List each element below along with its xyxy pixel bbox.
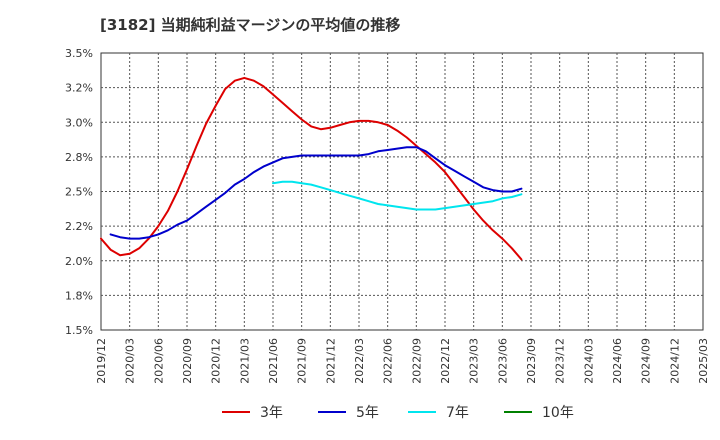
legend-label: 7年 (446, 405, 469, 421)
legend-label: 5年 (356, 405, 379, 421)
x-tick-label: 2024/06 (611, 338, 624, 384)
x-tick-label: 2023/03 (468, 338, 481, 384)
y-tick-label: 1.5% (65, 324, 93, 337)
series-line-7年 (272, 180, 523, 211)
y-tick-label: 2.0% (65, 255, 93, 268)
y-tick-label: 3.5% (65, 47, 93, 60)
series-lines (100, 76, 523, 261)
legend-item: 10年 (504, 402, 574, 422)
y-tick-label: 2.8% (65, 151, 93, 164)
series-line-3年 (100, 76, 523, 261)
legend-swatch (504, 411, 532, 413)
legend-swatch (408, 411, 436, 413)
x-tick-label: 2024/03 (582, 338, 595, 384)
x-tick-label: 2020/06 (152, 338, 165, 384)
x-tick-label: 2023/12 (554, 338, 567, 384)
grid (100, 52, 704, 331)
y-tick-label: 2.2% (65, 220, 93, 233)
y-tick-label: 1.8% (65, 289, 93, 302)
x-tick-label: 2021/12 (324, 338, 337, 384)
x-tick-label: 2025/03 (697, 338, 710, 384)
legend-swatch (318, 411, 346, 413)
legend-label: 3年 (260, 405, 283, 421)
series-line-5年 (109, 146, 523, 240)
chart-title: [3182] 当期純利益マージンの平均値の推移 (100, 16, 401, 34)
y-tick-label: 2.5% (65, 186, 93, 199)
x-tick-label: 2020/09 (181, 338, 194, 384)
legend-swatch (222, 411, 250, 413)
axes: 1.5% 1.8% 2.0% 2.2% 2.5% 2.8% 3.0% 3.2% 3.5% 2019… (65, 47, 710, 384)
x-tick-label: 2022/12 (439, 338, 452, 384)
x-tick-label: 2023/09 (525, 338, 538, 384)
legend-item: 3年 (222, 402, 283, 422)
legend-label: 10年 (542, 405, 574, 421)
x-tick-label: 2020/12 (210, 338, 223, 384)
y-tick-label: 3.2% (65, 82, 93, 95)
x-tick-label: 2021/03 (238, 338, 251, 384)
legend-item: 5年 (318, 402, 379, 422)
x-tick-label: 2022/06 (382, 338, 395, 384)
x-tick-label: 2023/06 (496, 338, 509, 384)
x-tick-label: 2024/12 (668, 338, 681, 384)
x-tick-label: 2022/03 (353, 338, 366, 384)
y-tick-label: 3.0% (65, 116, 93, 129)
x-tick-label: 2021/06 (267, 338, 280, 384)
x-tick-label: 2020/03 (124, 338, 137, 384)
x-tick-label: 2021/09 (296, 338, 309, 384)
x-tick-label: 2024/09 (640, 338, 653, 384)
x-tick-label: 2022/09 (410, 338, 423, 384)
x-tick-label: 2019/12 (95, 338, 108, 384)
legend-item: 7年 (408, 402, 469, 422)
